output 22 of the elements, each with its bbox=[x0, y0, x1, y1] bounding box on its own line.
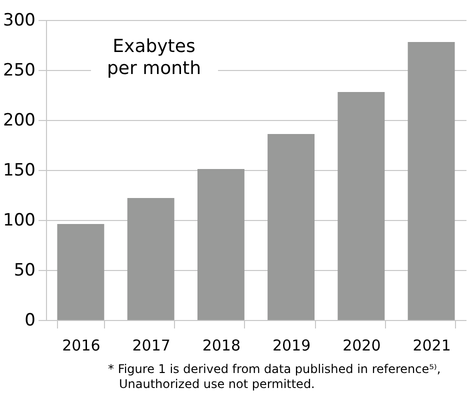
text: Unauthorized use not permitted. bbox=[119, 377, 315, 391]
y-tick-label: 50 bbox=[14, 260, 36, 280]
bar bbox=[197, 169, 244, 320]
x-tick-label: 2020 bbox=[342, 336, 381, 354]
x-tick-label: 2021 bbox=[412, 336, 451, 354]
bar bbox=[268, 134, 315, 320]
x-tick-label: 2016 bbox=[62, 336, 100, 354]
y-tick-label: 200 bbox=[3, 110, 36, 130]
x-tick-label: 2018 bbox=[202, 336, 241, 354]
text: * Figure 1 is derived from data published in reference⁵⁾, bbox=[108, 362, 441, 376]
y-tick-label: 0 bbox=[24, 310, 36, 330]
y-axis-title: Exabytes per month bbox=[106, 36, 202, 79]
y-tick-label: 250 bbox=[3, 60, 36, 80]
x-tick-label: 2019 bbox=[272, 336, 311, 354]
bar bbox=[408, 42, 455, 320]
bar bbox=[57, 224, 104, 320]
bar bbox=[338, 92, 385, 320]
y-tick-label: 300 bbox=[3, 10, 36, 30]
bar bbox=[127, 198, 174, 320]
y-tick-label: 150 bbox=[3, 160, 36, 180]
y-tick-label: 100 bbox=[3, 210, 36, 230]
x-tick-label: 2017 bbox=[132, 336, 170, 354]
